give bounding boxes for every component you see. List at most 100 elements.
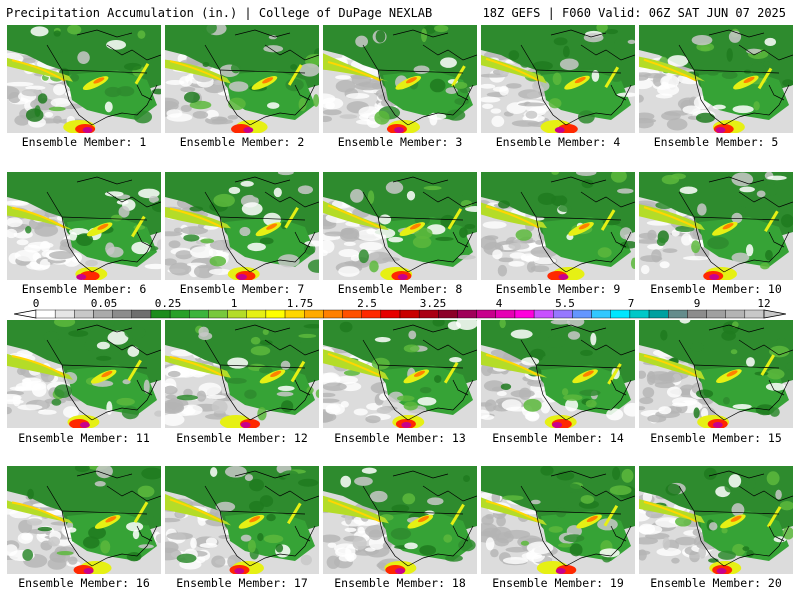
colorbar-swatch (533, 309, 554, 319)
colorbar-tick-label: 12 (757, 297, 771, 310)
colorbar-swatch (74, 309, 94, 319)
colorbar-swatch (112, 309, 132, 319)
ensemble-member-panel (481, 25, 635, 133)
precipitation-map (323, 172, 477, 280)
precipitation-map (639, 25, 793, 133)
colorbar-swatch (208, 309, 228, 319)
precipitation-map (639, 466, 793, 574)
precipitation-map (165, 466, 319, 574)
colorbar-swatch (189, 309, 209, 319)
ensemble-member-label: Ensemble Member: 18 (334, 576, 466, 590)
ensemble-member-label: Ensemble Member: 16 (18, 576, 150, 590)
colorbar-swatch (572, 309, 592, 319)
colorbar-swatch (284, 309, 305, 319)
precipitation-map (165, 172, 319, 280)
colorbar-tick-label: 0 (32, 297, 40, 310)
colorbar-swatch (93, 309, 113, 319)
colorbar-swatch (227, 309, 247, 319)
colorbar-right-arrow (763, 309, 786, 319)
colorbar-tick-label: 0.25 (154, 297, 182, 310)
precipitation-colorbar (14, 309, 786, 319)
precipitation-map (323, 25, 477, 133)
colorbar-tick-label: 9 (693, 297, 701, 310)
colorbar-swatch (687, 309, 707, 319)
colorbar-swatch (399, 309, 420, 319)
ensemble-member-label: Ensemble Member: 2 (179, 135, 305, 149)
colorbar-tick-label: 1 (230, 297, 238, 310)
ensemble-member-label: Ensemble Member: 12 (176, 431, 308, 445)
colorbar-swatch (54, 309, 75, 319)
ensemble-member-label: Ensemble Member: 19 (492, 576, 624, 590)
ensemble-member-label: Ensemble Member: 4 (495, 135, 621, 149)
colorbar-swatch (495, 309, 516, 319)
precipitation-map (7, 320, 161, 428)
colorbar-swatch (150, 309, 171, 319)
ensemble-member-label: Ensemble Member: 17 (176, 576, 308, 590)
colorbar-swatch (169, 309, 190, 319)
colorbar-swatch (457, 309, 477, 319)
colorbar-swatch (323, 309, 343, 319)
precipitation-map (481, 25, 635, 133)
ensemble-member-panel (481, 466, 635, 574)
ensemble-member-label: Ensemble Member: 10 (650, 282, 782, 296)
ensemble-member-label: Ensemble Member: 6 (21, 282, 147, 296)
precipitation-map (481, 320, 635, 428)
colorbar-swatch (476, 309, 496, 319)
ensemble-member-panel (639, 320, 793, 428)
ensemble-member-panel (7, 172, 161, 280)
ensemble-member-panel (323, 25, 477, 133)
ensemble-member-panel (7, 466, 161, 574)
colorbar-swatch (131, 309, 152, 319)
colorbar-tick-label: 4 (495, 297, 503, 310)
ensemble-member-panel (481, 320, 635, 428)
ensemble-member-panel (639, 466, 793, 574)
colorbar-swatch (246, 309, 267, 319)
precipitation-map (639, 320, 793, 428)
precipitation-map (7, 25, 161, 133)
colorbar-tick-label: 3.25 (419, 297, 447, 310)
colorbar-tick-label: 5.5 (555, 297, 575, 310)
colorbar-swatch (668, 309, 688, 319)
colorbar-swatch (304, 309, 324, 319)
precipitation-map (7, 172, 161, 280)
colorbar-swatch (553, 309, 573, 319)
ensemble-member-label: Ensemble Member: 8 (337, 282, 463, 296)
colorbar-swatch (706, 309, 726, 319)
ensemble-member-panel (323, 466, 477, 574)
precipitation-map (165, 320, 319, 428)
ensemble-member-label: Ensemble Member: 7 (179, 282, 305, 296)
colorbar-tick-label: 1.75 (286, 297, 314, 310)
precipitation-map (165, 25, 319, 133)
ensemble-member-label: Ensemble Member: 13 (334, 431, 466, 445)
colorbar-tick-label: 0.05 (90, 297, 118, 310)
ensemble-member-label: Ensemble Member: 9 (495, 282, 621, 296)
model-run-info: 18Z GEFS | F060 Valid: 06Z SAT JUN 07 20… (482, 6, 786, 20)
colorbar-swatch (629, 309, 650, 319)
precipitation-map (323, 466, 477, 574)
ensemble-member-label: Ensemble Member: 20 (650, 576, 782, 590)
ensemble-member-label: Ensemble Member: 1 (21, 135, 147, 149)
colorbar-tick-label: 2.5 (357, 297, 377, 310)
colorbar-swatch (610, 309, 631, 319)
precipitation-map (481, 172, 635, 280)
colorbar-left-arrow (14, 309, 37, 319)
colorbar-swatch (361, 309, 382, 319)
ensemble-member-panel (639, 25, 793, 133)
colorbar-swatch (265, 309, 286, 319)
colorbar-swatch (744, 309, 765, 319)
ensemble-member-panel (165, 172, 319, 280)
precipitation-map (7, 466, 161, 574)
ensemble-member-panel (7, 25, 161, 133)
colorbar-tick-label: 7 (627, 297, 635, 310)
precipitation-map (481, 466, 635, 574)
colorbar-swatch (648, 309, 669, 319)
colorbar-swatch (725, 309, 746, 319)
ensemble-member-label: Ensemble Member: 5 (653, 135, 779, 149)
ensemble-member-label: Ensemble Member: 11 (18, 431, 150, 445)
ensemble-member-panel (323, 172, 477, 280)
ensemble-member-label: Ensemble Member: 14 (492, 431, 624, 445)
ensemble-member-panel (165, 466, 319, 574)
ensemble-member-panel (481, 172, 635, 280)
ensemble-member-panel (323, 320, 477, 428)
precipitation-map (323, 320, 477, 428)
